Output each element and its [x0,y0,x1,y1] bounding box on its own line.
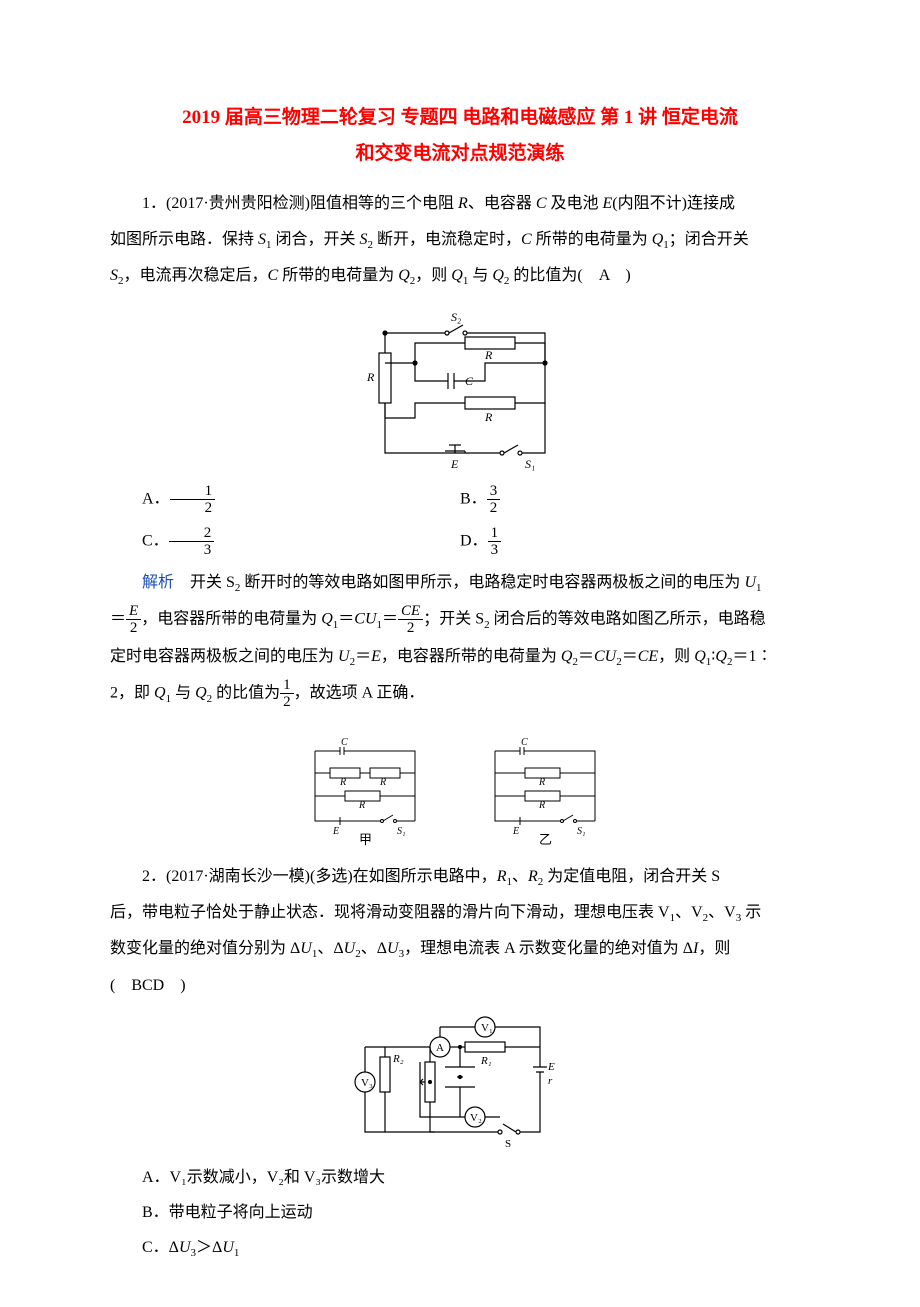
question-1-text: 1．(2017·贵州贵阳检测)阻值相等的三个电阻 R、电容器 C 及电池 E(内… [110,188,810,220]
svg-text:V₃: V₃ [361,1077,373,1089]
q1-options-row-2: C．23 D．13 [110,525,810,559]
q1-options-row-1: A．12 B．32 [110,483,810,517]
title-line-1: 2019 届高三物理二轮复习 专题四 电路和电磁感应 第 1 讲 恒定电流 [182,107,738,128]
svg-text:S₂: S₂ [451,310,461,324]
question-1-line3: S2，电流再次稳定后，C 所带的电荷量为 Q2，则 Q1 与 Q2 的比值为( … [110,260,810,292]
q2-option-b: B．带电粒子将向上运动 [110,1197,810,1229]
option-b: B．32 [460,483,810,517]
svg-text:R: R [484,410,493,424]
option-c: C．23 [110,525,460,559]
question-2-line2: 后，带电粒子恰处于静止状态．现将滑动变阻器的滑片向下滑动，理想电压表 V1、V2… [110,897,810,929]
solution-line2: ＝E2，电容器所带的电荷量为 Q1＝CU1＝CE2；开关 S2 闭合后的等效电路… [110,603,810,637]
question-2-line3: 数变化量的绝对值分别为 ΔU1、ΔU2、ΔU3，理想电流表 A 示数变化量的绝对… [110,933,810,965]
solution-line3: 定时电容器两极板之间的电压为 U2＝E，电容器所带的电荷量为 Q2＝CU2＝CE… [110,641,810,673]
svg-text:r: r [548,1075,553,1087]
svg-text:R: R [366,370,375,384]
svg-text:S₁: S₁ [525,457,535,471]
circuit-figure-1: S₂ R R C R S₁ E [110,303,810,473]
svg-text:E: E [547,1061,555,1073]
svg-text:R: R [379,777,386,788]
svg-text:甲: 甲 [359,832,372,847]
svg-text:S₁: S₁ [577,826,585,837]
question-1-line2: 如图所示电路．保持 S1 闭合，开关 S2 断开，电流稳定时，C 所带的电荷量为… [110,224,810,256]
svg-text:C: C [465,374,474,388]
svg-text:R: R [484,348,493,362]
circuit-figure-2: V₁ A V₃ V₂ R₂ R₁ E r S [110,1012,810,1152]
svg-text:R: R [538,800,545,811]
svg-text:R: R [339,777,346,788]
svg-text:C: C [341,737,348,748]
svg-text:R₂: R₂ [392,1053,404,1065]
question-2-text: 2．(2017·湖南长沙一模)(多选)在如图所示电路中，R1、R2 为定值电阻，… [110,861,810,893]
q2-option-a: A．V₁示数减小，V₂和 V₃示数增大 [110,1162,810,1194]
svg-text:乙: 乙 [539,832,552,847]
svg-text:R: R [538,777,545,788]
option-a: A．12 [110,483,460,517]
svg-text:R: R [358,800,365,811]
solution-line4: 2，即 Q1 与 Q2 的比值为12，故选项 A 正确． [110,677,810,711]
svg-text:E: E [450,457,459,471]
svg-text:V₁: V₁ [481,1022,493,1034]
option-d: D．13 [460,525,810,559]
svg-text:S: S [505,1138,511,1150]
solution-label: 解析 开关 S2 断开时的等效电路如图甲所示，电路稳定时电容器两极板之间的电压为… [110,567,810,599]
svg-text:E: E [332,826,339,837]
svg-text:R₁: R₁ [480,1055,492,1067]
page-title: 2019 届高三物理二轮复习 专题四 电路和电磁感应 第 1 讲 恒定电流 和交… [110,100,810,172]
question-2-answer: ( BCD ) [110,970,810,1002]
q2-option-c: C．ΔU3＞ΔU1 [110,1232,810,1264]
svg-text:C: C [521,737,528,748]
svg-text:V₂: V₂ [470,1112,482,1124]
svg-text:S₁: S₁ [397,826,405,837]
circuit-figure-ab: C R R R E S₁ C R R E S₁ 甲 乙 [110,721,810,851]
title-line-2: 和交变电流对点规范演练 [355,143,564,164]
svg-text:A: A [436,1042,444,1054]
svg-text:E: E [512,826,519,837]
